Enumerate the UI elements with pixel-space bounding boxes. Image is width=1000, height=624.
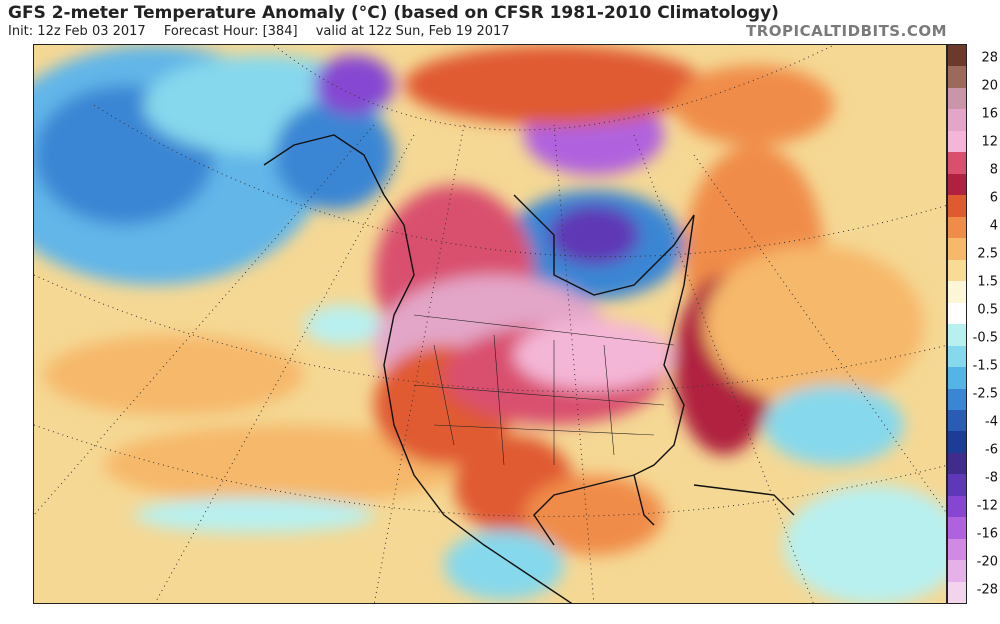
colorbar-label: 12 (981, 134, 998, 150)
colorbar-label: 16 (981, 106, 998, 122)
colorbar-label: 8 (989, 162, 998, 178)
colorbar-label: -1.5 (972, 358, 998, 374)
colorbar-label: 2.5 (977, 246, 998, 262)
colorbar-segment (948, 109, 966, 131)
colorbar-segment (948, 538, 966, 561)
colorbar-segment (948, 345, 966, 368)
colorbar-segment (948, 560, 966, 582)
colorbar-segment (948, 495, 966, 518)
colorbar-segment (948, 130, 966, 153)
colorbar-label: -16 (976, 526, 998, 542)
coastlines (263, 134, 795, 603)
map-title: GFS 2-meter Temperature Anomaly (°C) (ba… (8, 3, 779, 23)
colorbar-label: 0.5 (977, 302, 998, 318)
colorbar-label: -0.5 (972, 330, 998, 346)
colorbar-segment (948, 259, 966, 282)
run-info: Init: 12z Feb 03 2017 Forecast Hour: [38… (8, 24, 524, 39)
colorbar-label: 4 (989, 218, 998, 234)
colorbar-segment (948, 581, 966, 604)
colorbar-label: -12 (976, 498, 998, 514)
colorbar-segment (948, 324, 966, 346)
colorbar-segment (948, 195, 966, 217)
colorbar-segment (948, 238, 966, 260)
colorbar-label: -8 (985, 470, 998, 486)
colorbar-segment (948, 452, 966, 475)
brand-watermark: TROPICALTIDBITS.COM (746, 22, 947, 40)
colorbar-label: 6 (989, 190, 998, 206)
init-time: Init: 12z Feb 03 2017 (8, 24, 146, 39)
anomaly-field (34, 45, 946, 603)
colorbar-segment (948, 431, 966, 453)
colorbar-segment (948, 87, 966, 110)
colorbar-segment (948, 216, 966, 239)
colorbar-segment (948, 409, 966, 432)
map-canvas (34, 45, 946, 603)
colorbar-label: -28 (976, 582, 998, 598)
colorbar-segment (948, 152, 966, 174)
colorbar-label: -20 (976, 554, 998, 570)
graticule (34, 45, 946, 603)
colorbar (947, 44, 967, 604)
colorbar-segment (948, 173, 966, 196)
colorbar-label: -4 (985, 414, 998, 430)
colorbar-label: -2.5 (972, 386, 998, 402)
valid-time: valid at 12z Sun, Feb 19 2017 (315, 24, 510, 39)
colorbar-segment (948, 388, 966, 410)
colorbar-segment (948, 302, 966, 325)
state-borders (413, 314, 675, 466)
colorbar-segment (948, 474, 966, 496)
colorbar-segment (948, 367, 966, 389)
colorbar-segment (948, 517, 966, 539)
colorbar-segment (948, 66, 966, 88)
colorbar-segment (948, 281, 966, 303)
colorbar-labels: 28 20 16 12 8 6 4 2.5 1.5 0.5 -0.5 -1.5 -2.5 -4 -6 -8 -1… (969, 44, 1000, 604)
colorbar-label: 28 (981, 50, 998, 66)
forecast-hour: Forecast Hour: [384] (163, 24, 298, 39)
colorbar-label: 20 (981, 78, 998, 94)
colorbar-label: -6 (985, 442, 998, 458)
colorbar-label: 1.5 (977, 274, 998, 290)
anomaly-map (33, 44, 947, 604)
colorbar-segment (948, 45, 966, 67)
